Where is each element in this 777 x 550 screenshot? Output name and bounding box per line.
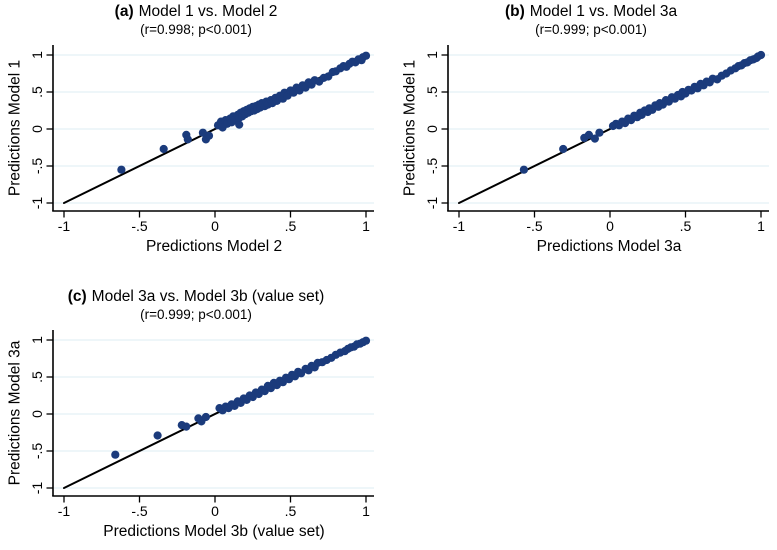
panel-a: (a) Model 1 vs. Model 2 (r=0.998; p<0.001… <box>0 0 390 272</box>
y-tick-label: 0 <box>29 410 45 418</box>
panel-subtitle: (r=0.999; p<0.001) <box>535 22 647 37</box>
panel-letter: (b) <box>505 3 525 20</box>
y-tick-label: -.5 <box>424 158 440 175</box>
panel-subtitle: (r=0.999; p<0.001) <box>140 307 252 322</box>
y-tick-label: 1 <box>29 51 45 59</box>
data-point <box>111 450 120 459</box>
y-tick-label: .5 <box>29 86 45 98</box>
y-tick-label: -1 <box>29 482 45 495</box>
x-tick-label: 0 <box>211 218 219 234</box>
panel-letter: (a) <box>115 3 134 20</box>
data-point <box>183 135 192 144</box>
x-tick-label: -1 <box>58 218 71 234</box>
y-tick-label: .5 <box>424 86 440 98</box>
x-tick-label: -1 <box>58 503 71 519</box>
panel-title: (a) Model 1 vs. Model 2 <box>115 3 278 20</box>
plot-area: -1 -1 -.5 -.5 0 0 .5 .5 1 1 <box>29 330 374 519</box>
panel-title: (b) Model 1 vs. Model 3a <box>505 3 678 20</box>
plot-area: -1 -1 -.5 -.5 0 0 .5 .5 1 1 <box>29 45 374 234</box>
y-axis-title: Predictions Model 1 <box>401 60 418 196</box>
data-point <box>519 165 528 174</box>
y-tick-label: 1 <box>424 51 440 59</box>
x-tick-label: 0 <box>211 503 219 519</box>
y-tick-label: 1 <box>29 336 45 344</box>
x-tick-label: -.5 <box>131 503 148 519</box>
data-point <box>204 131 214 140</box>
panel-b: (b) Model 1 vs. Model 3a (r=0.999; p<0.00… <box>395 0 777 272</box>
panel-c: (c) Model 3a vs. Model 3b (value set) (r=… <box>0 285 390 550</box>
x-tick-label: -1 <box>453 218 466 234</box>
panel-title-text: Model 1 vs. Model 2 <box>139 3 278 20</box>
data-point <box>361 336 371 345</box>
y-tick-label: -1 <box>424 197 440 210</box>
x-tick-label: .5 <box>285 503 297 519</box>
panel-a-chart: (a) Model 1 vs. Model 2 (r=0.998; p<0.001… <box>6 3 374 255</box>
data-point <box>235 120 244 129</box>
y-tick-label: -1 <box>29 197 45 210</box>
panel-title: (c) Model 3a vs. Model 3b (value set) <box>68 288 325 305</box>
x-tick-label: -.5 <box>526 218 543 234</box>
plot-area: -1 -1 -.5 -.5 0 0 .5 .5 1 1 <box>424 45 769 234</box>
y-tick-label: -.5 <box>29 443 45 460</box>
data-point <box>590 134 599 143</box>
data-point <box>361 51 371 60</box>
panel-b-chart: (b) Model 1 vs. Model 3a (r=0.999; p<0.00… <box>401 3 769 255</box>
y-axis-title: Predictions Model 3a <box>6 340 23 485</box>
y-tick-label: 0 <box>29 125 45 133</box>
data-point <box>159 144 168 154</box>
x-tick-label: 1 <box>757 218 765 234</box>
x-tick-label: 1 <box>362 218 370 234</box>
x-axis-title: Predictions Model 2 <box>146 238 282 255</box>
x-tick-label: 1 <box>362 503 370 519</box>
x-tick-label: .5 <box>285 218 297 234</box>
data-point <box>595 128 604 137</box>
x-axis-title: Predictions Model 3a <box>537 238 682 255</box>
y-tick-label: 0 <box>424 125 440 133</box>
x-tick-label: 0 <box>606 218 614 234</box>
panel-letter: (c) <box>68 288 87 305</box>
data-point <box>153 431 162 440</box>
data-point <box>559 144 568 154</box>
data-point <box>198 128 207 137</box>
panel-title-text: Model 3a vs. Model 3b (value set) <box>92 288 325 305</box>
data-point <box>584 130 593 139</box>
y-tick-label: .5 <box>29 371 45 383</box>
data-point <box>756 50 766 60</box>
y-tick-label: -.5 <box>29 158 45 175</box>
x-tick-label: -.5 <box>131 218 148 234</box>
panel-title-text: Model 1 vs. Model 3a <box>530 3 678 20</box>
data-point <box>117 165 126 174</box>
x-tick-label: .5 <box>680 218 692 234</box>
panel-subtitle: (r=0.998; p<0.001) <box>140 22 252 37</box>
x-axis-title: Predictions Model 3b (value set) <box>103 523 324 540</box>
y-axis-title: Predictions Model 1 <box>6 60 23 196</box>
data-point <box>182 422 191 431</box>
data-point <box>201 412 210 422</box>
panel-c-chart: (c) Model 3a vs. Model 3b (value set) (r=… <box>6 288 374 540</box>
